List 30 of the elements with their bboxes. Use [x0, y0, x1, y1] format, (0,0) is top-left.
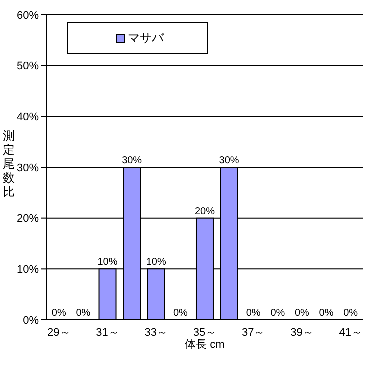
data-label: 0%	[173, 308, 188, 319]
data-label: 10%	[98, 257, 118, 268]
x-tick-label: 29～	[48, 326, 71, 339]
data-label: 10%	[146, 257, 166, 268]
y-tick-label: 0%	[23, 314, 40, 327]
data-label: 0%	[295, 308, 310, 319]
data-label: 0%	[76, 308, 91, 319]
data-label: 0%	[319, 308, 334, 319]
y-axis-title: 測定尾数比	[3, 129, 15, 199]
y-tick-label: 40%	[16, 112, 40, 124]
x-tick-label: 35～	[193, 326, 217, 339]
y-tick-label: 10%	[16, 264, 40, 276]
x-tick-label: 37～	[242, 326, 266, 339]
data-label: 0%	[270, 308, 286, 319]
y-tick-label: 60%	[16, 10, 40, 22]
legend-label: マサバ	[127, 30, 164, 46]
data-label: 30%	[219, 156, 240, 166]
x-tick-label: 39～	[290, 326, 314, 339]
x-tick-label: 33～	[144, 326, 168, 339]
data-label: 0%	[52, 308, 66, 319]
x-tick-label: 41～	[339, 326, 362, 339]
y-tick-label: 20%	[16, 213, 40, 226]
y-tick-label: 50%	[16, 60, 40, 73]
x-axis-title: 体長 cm	[185, 339, 225, 351]
y-tick-label: 30%	[16, 162, 40, 174]
data-label: 0%	[344, 308, 358, 319]
data-label: 20%	[194, 206, 216, 218]
data-label: 30%	[122, 156, 142, 166]
data-label: 0%	[246, 308, 261, 319]
x-tick-label: 31～	[96, 326, 120, 339]
